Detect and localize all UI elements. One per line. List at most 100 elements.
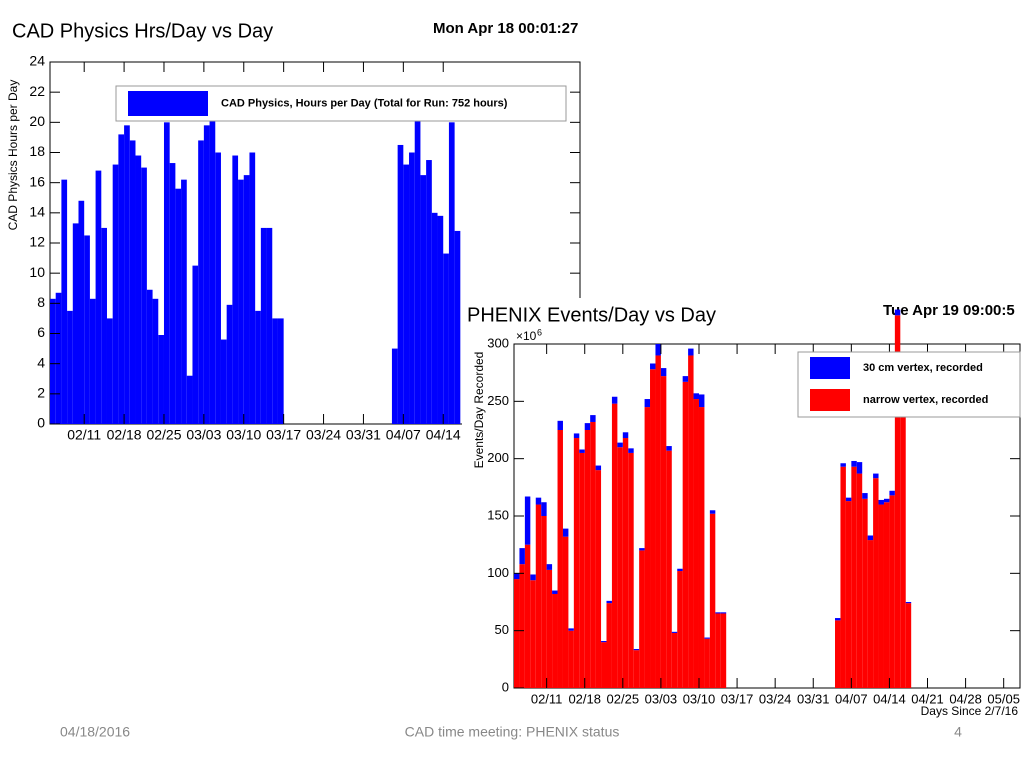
bar (894, 309, 901, 316)
bar (552, 593, 558, 688)
bar (562, 528, 569, 537)
bar (557, 430, 563, 688)
bar (277, 318, 284, 424)
bar (84, 235, 90, 424)
bar (601, 642, 607, 688)
x-tick-label: 03/31 (346, 427, 381, 443)
bar (628, 448, 634, 453)
bar (617, 447, 623, 688)
bar (693, 399, 699, 688)
bar (867, 540, 874, 688)
bar (238, 179, 244, 424)
bar (232, 155, 239, 424)
bar (704, 637, 710, 639)
bar (693, 393, 699, 400)
bar (209, 119, 216, 425)
bar (454, 230, 461, 424)
bar (595, 470, 602, 688)
bar (573, 433, 580, 439)
bar (867, 535, 874, 541)
x-tick-label: 03/24 (759, 691, 792, 706)
bar (420, 175, 427, 424)
bar (272, 318, 278, 424)
x-tick-label: 02/18 (568, 691, 601, 706)
bar (840, 463, 846, 467)
x-tick-label: 04/14 (873, 691, 906, 706)
bar (552, 590, 558, 594)
x-tick-label: 03/10 (226, 427, 261, 443)
bar (688, 348, 694, 356)
bar (704, 638, 710, 688)
bar (677, 571, 683, 688)
bar (181, 179, 187, 424)
y-tick-label: 0 (502, 679, 509, 694)
y-tick-label: 18 (29, 143, 45, 159)
bar (249, 152, 256, 424)
bar (579, 452, 585, 688)
bar (650, 369, 656, 688)
bar (883, 502, 890, 688)
bar (840, 466, 846, 688)
bar (720, 612, 727, 614)
bar (541, 516, 547, 688)
y-tick-label: 100 (487, 565, 509, 580)
bar (611, 396, 618, 404)
timestamp: Tue Apr 19 09:00:5 (883, 302, 1015, 319)
x-tick-label: 02/18 (107, 427, 142, 443)
bar (655, 355, 661, 688)
bar (677, 568, 683, 572)
bar (671, 631, 678, 633)
y-tick-label: 250 (487, 393, 509, 408)
bar (698, 407, 705, 688)
bar (644, 407, 651, 688)
bar (573, 438, 580, 688)
bar (622, 432, 629, 439)
y-tick-label: 22 (29, 83, 45, 99)
bar (519, 564, 525, 688)
bar (514, 579, 520, 688)
bar (590, 415, 596, 422)
bar (266, 227, 273, 424)
x-tick-label: 04/14 (426, 427, 461, 443)
bar (682, 376, 689, 382)
bar (514, 573, 520, 580)
bar (535, 504, 542, 688)
y-tick-label: 50 (495, 622, 509, 637)
bar (579, 449, 585, 453)
bar (889, 495, 895, 688)
bar (414, 119, 421, 425)
bar (95, 170, 102, 424)
y-tick-label: 200 (487, 450, 509, 465)
bar (535, 497, 542, 505)
y-axis-label: Events/Day Recorded (472, 352, 486, 469)
footer-page: 4 (954, 724, 962, 740)
x-tick-label: 02/25 (607, 691, 640, 706)
x-tick-label: 02/11 (531, 691, 563, 706)
bar (158, 335, 164, 424)
bar (397, 144, 404, 425)
bar (431, 212, 438, 424)
bar (671, 632, 678, 688)
x-tick-label: 04/28 (949, 691, 982, 706)
bar (260, 227, 267, 424)
bar (524, 496, 531, 545)
bar (186, 375, 193, 424)
bar (546, 564, 553, 570)
bar (124, 125, 130, 424)
bar (878, 499, 884, 505)
bar (900, 412, 906, 688)
bar (644, 399, 651, 408)
bar (141, 167, 147, 425)
bar (862, 498, 868, 688)
bar (639, 550, 645, 688)
x-tick-label: 04/07 (386, 427, 421, 443)
bar (639, 548, 645, 551)
y-tick-label: 0 (37, 415, 45, 431)
bar (666, 450, 672, 688)
bar (628, 452, 634, 688)
y-tick-label: 24 (29, 53, 45, 69)
bar (720, 613, 727, 688)
x-tick-label: 03/24 (306, 427, 341, 443)
bar (835, 620, 841, 688)
